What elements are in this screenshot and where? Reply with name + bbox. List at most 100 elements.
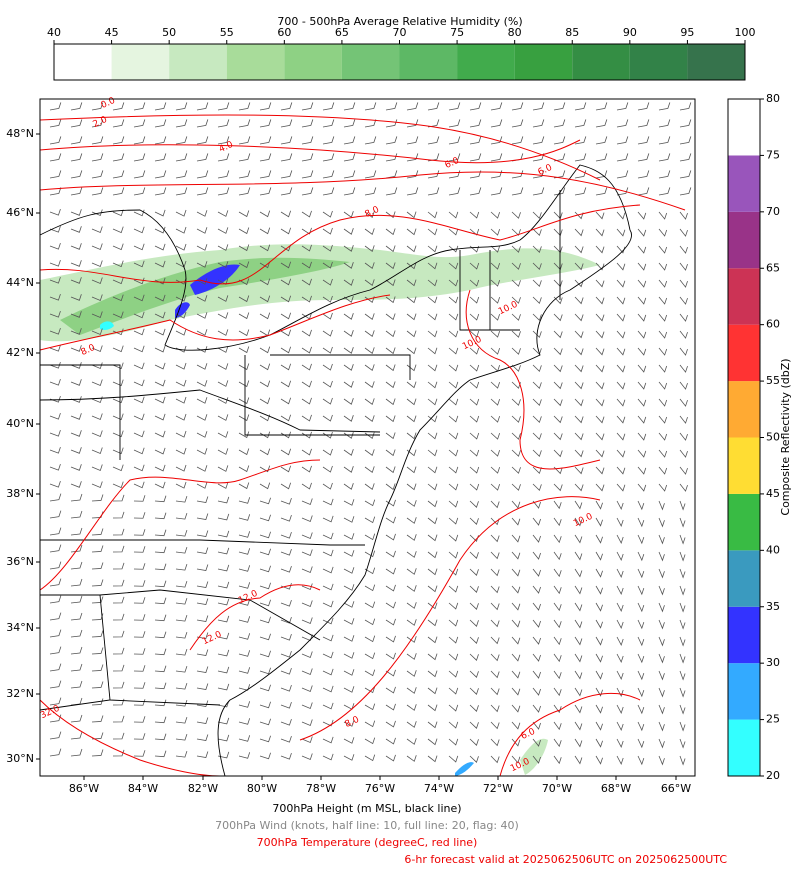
wind-barb: [133, 277, 145, 285]
wind-barb: [679, 534, 686, 545]
wind-barb: [112, 226, 124, 234]
wind-barb: [154, 294, 166, 302]
wind-barb: [595, 432, 605, 441]
wind-barb: [679, 279, 688, 288]
wind-barb: [49, 119, 62, 128]
wind-barb: [490, 381, 501, 389]
wind-barb: [280, 244, 292, 252]
wind-barb: [154, 187, 167, 196]
lon-label: 66°W: [661, 782, 691, 795]
wind-barb: [616, 568, 624, 578]
wind-barb: [469, 551, 479, 559]
wind-barb: [595, 228, 605, 237]
wind-barb: [679, 721, 686, 732]
wind-barb: [343, 516, 355, 523]
wind-barb: [343, 584, 355, 591]
wind-barb: [616, 211, 626, 220]
wind-barb: [448, 619, 459, 627]
wind-barb: [280, 119, 293, 128]
wind-barb: [175, 187, 188, 196]
wind-barb: [595, 568, 603, 578]
wind-barb: [238, 397, 250, 405]
lon-label: 78°W: [306, 782, 336, 795]
wind-barb: [301, 244, 312, 252]
wind-barb: [112, 447, 124, 455]
wind-barb: [469, 687, 479, 695]
wind-barbs: [49, 102, 692, 766]
wind-barb: [154, 260, 166, 268]
wind-barb: [112, 136, 125, 145]
wind-barb: [469, 381, 480, 389]
wind-barb: [175, 447, 187, 455]
wind-barb: [238, 119, 251, 128]
lat-label: 44°N: [6, 276, 34, 289]
wind-barb: [679, 670, 686, 681]
wind-barb: [70, 612, 83, 621]
wind-barb: [490, 568, 500, 577]
wind-barb: [280, 187, 293, 196]
wind-barb: [616, 602, 624, 612]
wind-barb: [154, 379, 166, 387]
wind-barb: [364, 364, 375, 371]
wind-barb: [217, 465, 229, 472]
wind-barb: [343, 102, 356, 111]
wind-barb: [91, 311, 103, 318]
reflectivity-color-segment: [728, 719, 760, 776]
wind-barb: [658, 262, 668, 271]
lon-label: 74°W: [424, 782, 454, 795]
wind-barb: [616, 585, 624, 595]
rh-region: [60, 257, 350, 335]
wind-barb: [70, 119, 83, 128]
wind-barb: [133, 294, 145, 302]
wind-barb: [280, 380, 292, 388]
wind-barb: [427, 483, 438, 491]
wind-barb: [427, 313, 438, 321]
wind-barb: [91, 243, 103, 250]
wind-barb: [154, 209, 166, 217]
wind-barb: [301, 210, 312, 218]
wind-barb: [70, 578, 83, 587]
wind-barb: [364, 211, 375, 218]
map-frame: [39, 98, 696, 777]
wind-barb: [133, 430, 145, 438]
wind-barb: [217, 496, 230, 504]
wind-barb: [385, 550, 396, 558]
wind-barb: [448, 211, 459, 219]
wind-barb: [364, 703, 376, 711]
wind-barb: [448, 483, 459, 491]
wind-barb: [532, 245, 542, 254]
wind-barb: [112, 630, 125, 638]
wind-barb: [490, 687, 500, 696]
wind-barb: [112, 345, 124, 353]
wind-barb: [259, 346, 271, 354]
wind-barb: [301, 102, 314, 111]
wind-barb: [133, 170, 146, 179]
wind-barb: [637, 347, 647, 356]
wind-barb: [364, 415, 375, 422]
wind-barb: [217, 431, 229, 438]
wind-barb: [259, 295, 271, 303]
wind-barb: [658, 636, 665, 647]
wind-barb: [49, 362, 61, 369]
wind-barb: [301, 532, 313, 540]
wind-barb: [553, 483, 563, 492]
wind-barb: [259, 261, 271, 269]
wind-barb: [175, 512, 188, 520]
wind-barb: [364, 499, 376, 507]
wind-barb: [511, 585, 521, 594]
wind-barb: [427, 136, 440, 145]
wind-barb: [469, 279, 480, 287]
wind-barb: [574, 466, 584, 475]
wind-barb: [154, 277, 166, 285]
wind-barb: [511, 228, 521, 236]
wind-barb: [154, 750, 167, 758]
wind-barb: [217, 649, 230, 657]
wind-barb: [322, 583, 334, 591]
wind-barb: [70, 102, 83, 111]
wind-barb: [217, 380, 229, 387]
wind-barb: [679, 381, 688, 390]
lat-label: 32°N: [6, 687, 34, 700]
wind-barb: [406, 153, 419, 162]
wind-barb: [616, 721, 624, 731]
wind-barb: [448, 670, 459, 678]
